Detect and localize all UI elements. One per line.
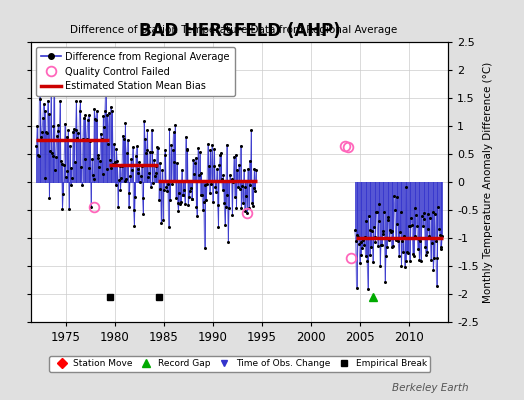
Legend: Station Move, Record Gap, Time of Obs. Change, Empirical Break: Station Move, Record Gap, Time of Obs. C… bbox=[49, 356, 430, 372]
Text: Difference of Station Temperature Data from Regional Average: Difference of Station Temperature Data f… bbox=[70, 25, 397, 35]
Y-axis label: Monthly Temperature Anomaly Difference (°C): Monthly Temperature Anomaly Difference (… bbox=[483, 61, 493, 303]
Text: Berkeley Earth: Berkeley Earth bbox=[392, 383, 469, 393]
Title: BAD HERSFELD (AHP): BAD HERSFELD (AHP) bbox=[139, 22, 341, 40]
